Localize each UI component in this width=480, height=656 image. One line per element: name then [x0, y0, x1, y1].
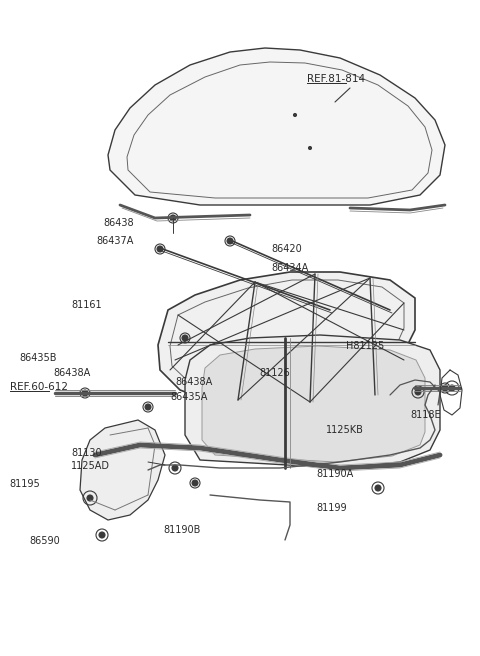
Circle shape	[82, 390, 88, 396]
Text: 86438A: 86438A	[175, 377, 213, 387]
Circle shape	[309, 146, 312, 150]
Text: REF.60-612: REF.60-612	[10, 382, 68, 392]
Circle shape	[442, 385, 448, 391]
Polygon shape	[80, 420, 165, 520]
Text: 81199: 81199	[317, 503, 348, 514]
Circle shape	[307, 412, 313, 418]
Circle shape	[375, 485, 381, 491]
Text: 81126: 81126	[259, 367, 290, 378]
Circle shape	[172, 465, 178, 471]
Circle shape	[87, 495, 93, 501]
Text: 81130: 81130	[71, 447, 102, 458]
Text: 8118E: 8118E	[410, 409, 441, 420]
Circle shape	[157, 246, 163, 252]
Text: 86434A: 86434A	[271, 262, 309, 273]
Circle shape	[145, 404, 151, 410]
Text: 81190A: 81190A	[317, 468, 354, 479]
Circle shape	[227, 238, 233, 244]
Text: 81195: 81195	[10, 479, 40, 489]
Text: 86438: 86438	[103, 218, 134, 228]
Text: 81161: 81161	[71, 300, 102, 310]
Text: H81125: H81125	[346, 340, 384, 351]
Text: 1125AD: 1125AD	[71, 461, 110, 471]
Circle shape	[387, 307, 393, 313]
Text: 86437A: 86437A	[96, 236, 133, 247]
Circle shape	[99, 532, 105, 538]
Circle shape	[449, 385, 455, 391]
Text: 1125KB: 1125KB	[326, 424, 364, 435]
Text: 86435B: 86435B	[19, 352, 57, 363]
Polygon shape	[108, 48, 445, 205]
Circle shape	[170, 215, 176, 221]
Circle shape	[327, 307, 333, 313]
Polygon shape	[158, 272, 415, 410]
Text: 86420: 86420	[271, 244, 302, 255]
Circle shape	[192, 480, 198, 486]
Polygon shape	[202, 346, 425, 462]
Text: 86435A: 86435A	[170, 392, 208, 402]
Text: 86438A: 86438A	[54, 367, 91, 378]
Polygon shape	[185, 335, 440, 468]
Text: 86590: 86590	[30, 536, 60, 546]
Text: REF.81-814: REF.81-814	[307, 73, 365, 84]
Circle shape	[362, 415, 368, 421]
Circle shape	[415, 389, 421, 395]
Circle shape	[182, 335, 188, 341]
Text: 81190B: 81190B	[163, 525, 201, 535]
Circle shape	[357, 312, 363, 318]
Circle shape	[293, 113, 297, 117]
